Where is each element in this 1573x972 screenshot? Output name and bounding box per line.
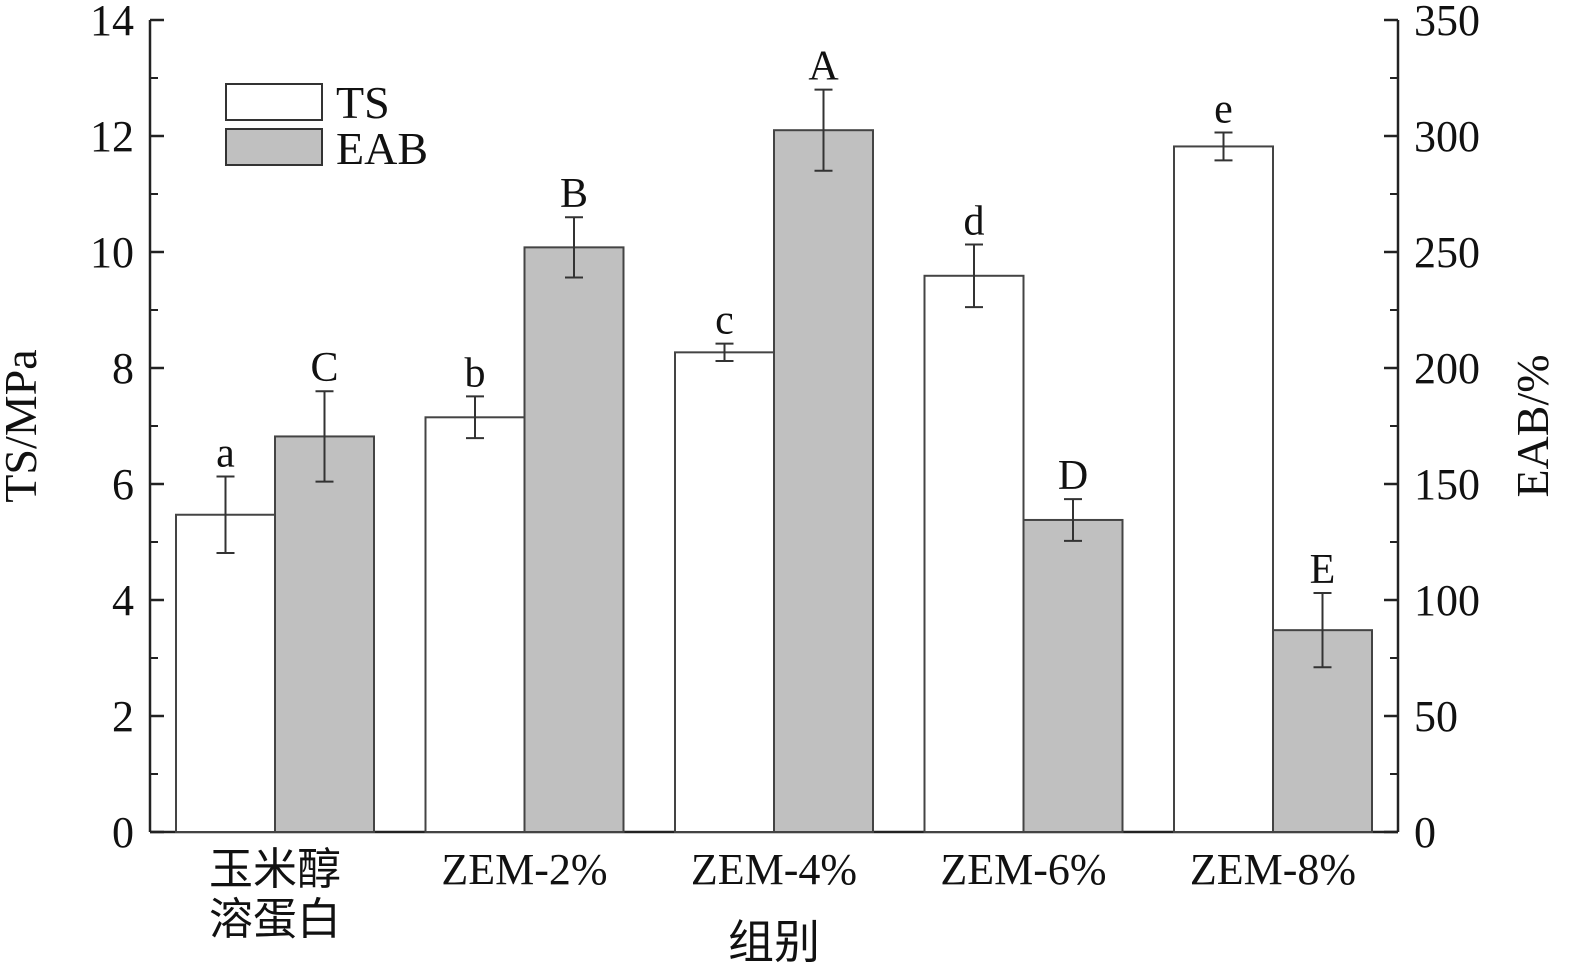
y-right-tick-label: 50 xyxy=(1414,692,1458,741)
bar-eab xyxy=(1022,518,1124,834)
legend-swatch-eab xyxy=(225,128,323,166)
legend-label-ts: TS xyxy=(336,77,390,128)
y-right-title: EAB/% xyxy=(1507,354,1558,497)
legend-swatch-ts xyxy=(225,83,323,121)
significance-label: a xyxy=(216,430,235,476)
significance-label: e xyxy=(1214,87,1233,133)
bar-ts xyxy=(424,416,526,833)
bar-eab xyxy=(274,435,375,833)
x-tick-label: ZEM-8% xyxy=(1190,845,1356,894)
legend: TS EAB xyxy=(225,77,428,174)
y-right-tick-label: 150 xyxy=(1414,460,1480,509)
axis-titles: TS/MPa EAB/% 组别 xyxy=(0,349,1558,968)
y-left-tick-label: 6 xyxy=(112,460,134,509)
x-tick-label: ZEM-6% xyxy=(940,845,1106,894)
significance-label: c xyxy=(715,298,734,344)
y-left-tick-label: 0 xyxy=(112,808,134,857)
significance-label: A xyxy=(808,44,839,90)
bar-ts xyxy=(923,274,1025,833)
x-tick-label: 玉米醇 xyxy=(209,845,341,894)
error-bars xyxy=(216,88,1332,669)
x-title: 组别 xyxy=(728,917,820,968)
significance-label: d xyxy=(964,198,985,244)
bar-eab xyxy=(773,129,874,833)
y-left-tick-label: 4 xyxy=(112,576,134,625)
y-left-tick-label: 2 xyxy=(112,692,134,741)
significance-label: B xyxy=(560,171,588,217)
y-right-tick-label: 200 xyxy=(1414,344,1480,393)
x-tick-label: 溶蛋白 xyxy=(209,895,341,944)
bar-eab xyxy=(523,246,625,834)
significance-label: b xyxy=(465,350,486,396)
y-left-tick-label: 8 xyxy=(112,344,134,393)
bar-ts xyxy=(1173,145,1274,833)
significance-label: E xyxy=(1310,547,1336,593)
bars xyxy=(175,129,1373,834)
y-left-title: TS/MPa xyxy=(0,349,46,502)
x-tick-label: ZEM-2% xyxy=(441,845,607,894)
y-left-tick-label: 10 xyxy=(90,228,134,277)
y-left-tick-label: 14 xyxy=(90,0,134,45)
significance-labels: a C b Bc Ad De E xyxy=(216,44,1335,593)
y-right-tick-label: 350 xyxy=(1414,0,1480,45)
legend-label-eab: EAB xyxy=(336,123,428,174)
y-right-tick-label: 300 xyxy=(1414,112,1480,161)
significance-label: D xyxy=(1058,453,1088,499)
significance-label: C xyxy=(310,345,338,391)
y-left-tick-label: 12 xyxy=(90,112,134,161)
bar-ts xyxy=(674,351,775,833)
y-right-tick-label: 0 xyxy=(1414,808,1436,857)
x-tick-label: ZEM-4% xyxy=(691,845,857,894)
y-right-tick-label: 100 xyxy=(1414,576,1480,625)
y-right-tick-label: 250 xyxy=(1414,228,1480,277)
bar-ts xyxy=(175,513,276,833)
